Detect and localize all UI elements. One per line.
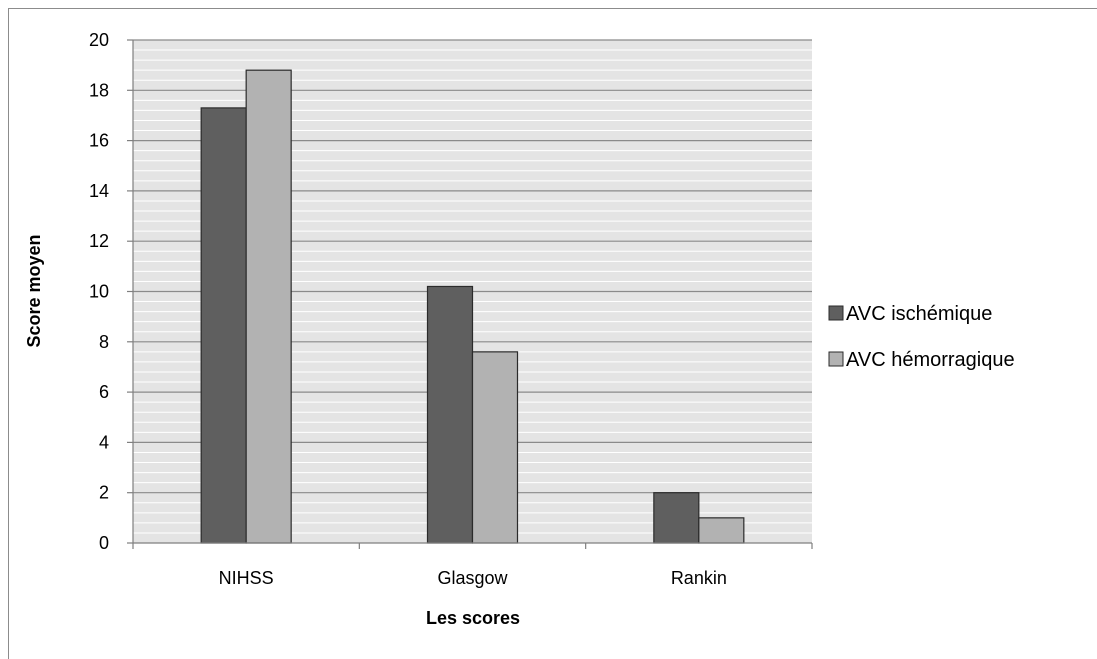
axes — [127, 39, 813, 549]
x-tick-label: Rankin — [671, 568, 727, 588]
legend-swatch — [828, 351, 844, 367]
x-axis-title: Les scores — [426, 608, 520, 628]
bar — [200, 107, 247, 544]
legend-label: AVC hémorragique — [846, 349, 1015, 371]
y-tick-label: 18 — [89, 80, 109, 100]
y-axis-title: Score moyen — [24, 234, 44, 347]
y-tick-label: 12 — [89, 231, 109, 251]
y-tick-label: 10 — [89, 282, 109, 302]
y-tick-label: 6 — [99, 382, 109, 402]
y-tick-labels: 0 2 4 6 8 10 12 14 16 18 20 — [89, 30, 109, 553]
chart-frame — [8, 8, 1097, 659]
legend-label: AVC ischémique — [846, 303, 992, 325]
y-tick-label: 8 — [99, 332, 109, 352]
bars — [200, 69, 745, 544]
y-tick-label: 14 — [89, 181, 109, 201]
bar — [426, 285, 474, 544]
legend: AVC ischémique AVC hémorragique — [828, 303, 1015, 371]
bar — [698, 517, 745, 544]
x-tick-label: NIHSS — [219, 568, 274, 588]
y-tick-label: 0 — [99, 533, 109, 553]
x-tick-label: Glasgow — [437, 568, 508, 588]
y-tick-label: 20 — [89, 30, 109, 50]
y-tick-label: 16 — [89, 131, 109, 151]
y-tick-label: 2 — [99, 483, 109, 503]
legend-swatch — [828, 305, 844, 321]
bar — [245, 69, 292, 544]
y-tick-label: 4 — [99, 432, 109, 452]
bar — [653, 492, 700, 544]
x-tick-labels: NIHSS Glasgow Rankin — [219, 568, 727, 588]
bar — [471, 351, 519, 544]
